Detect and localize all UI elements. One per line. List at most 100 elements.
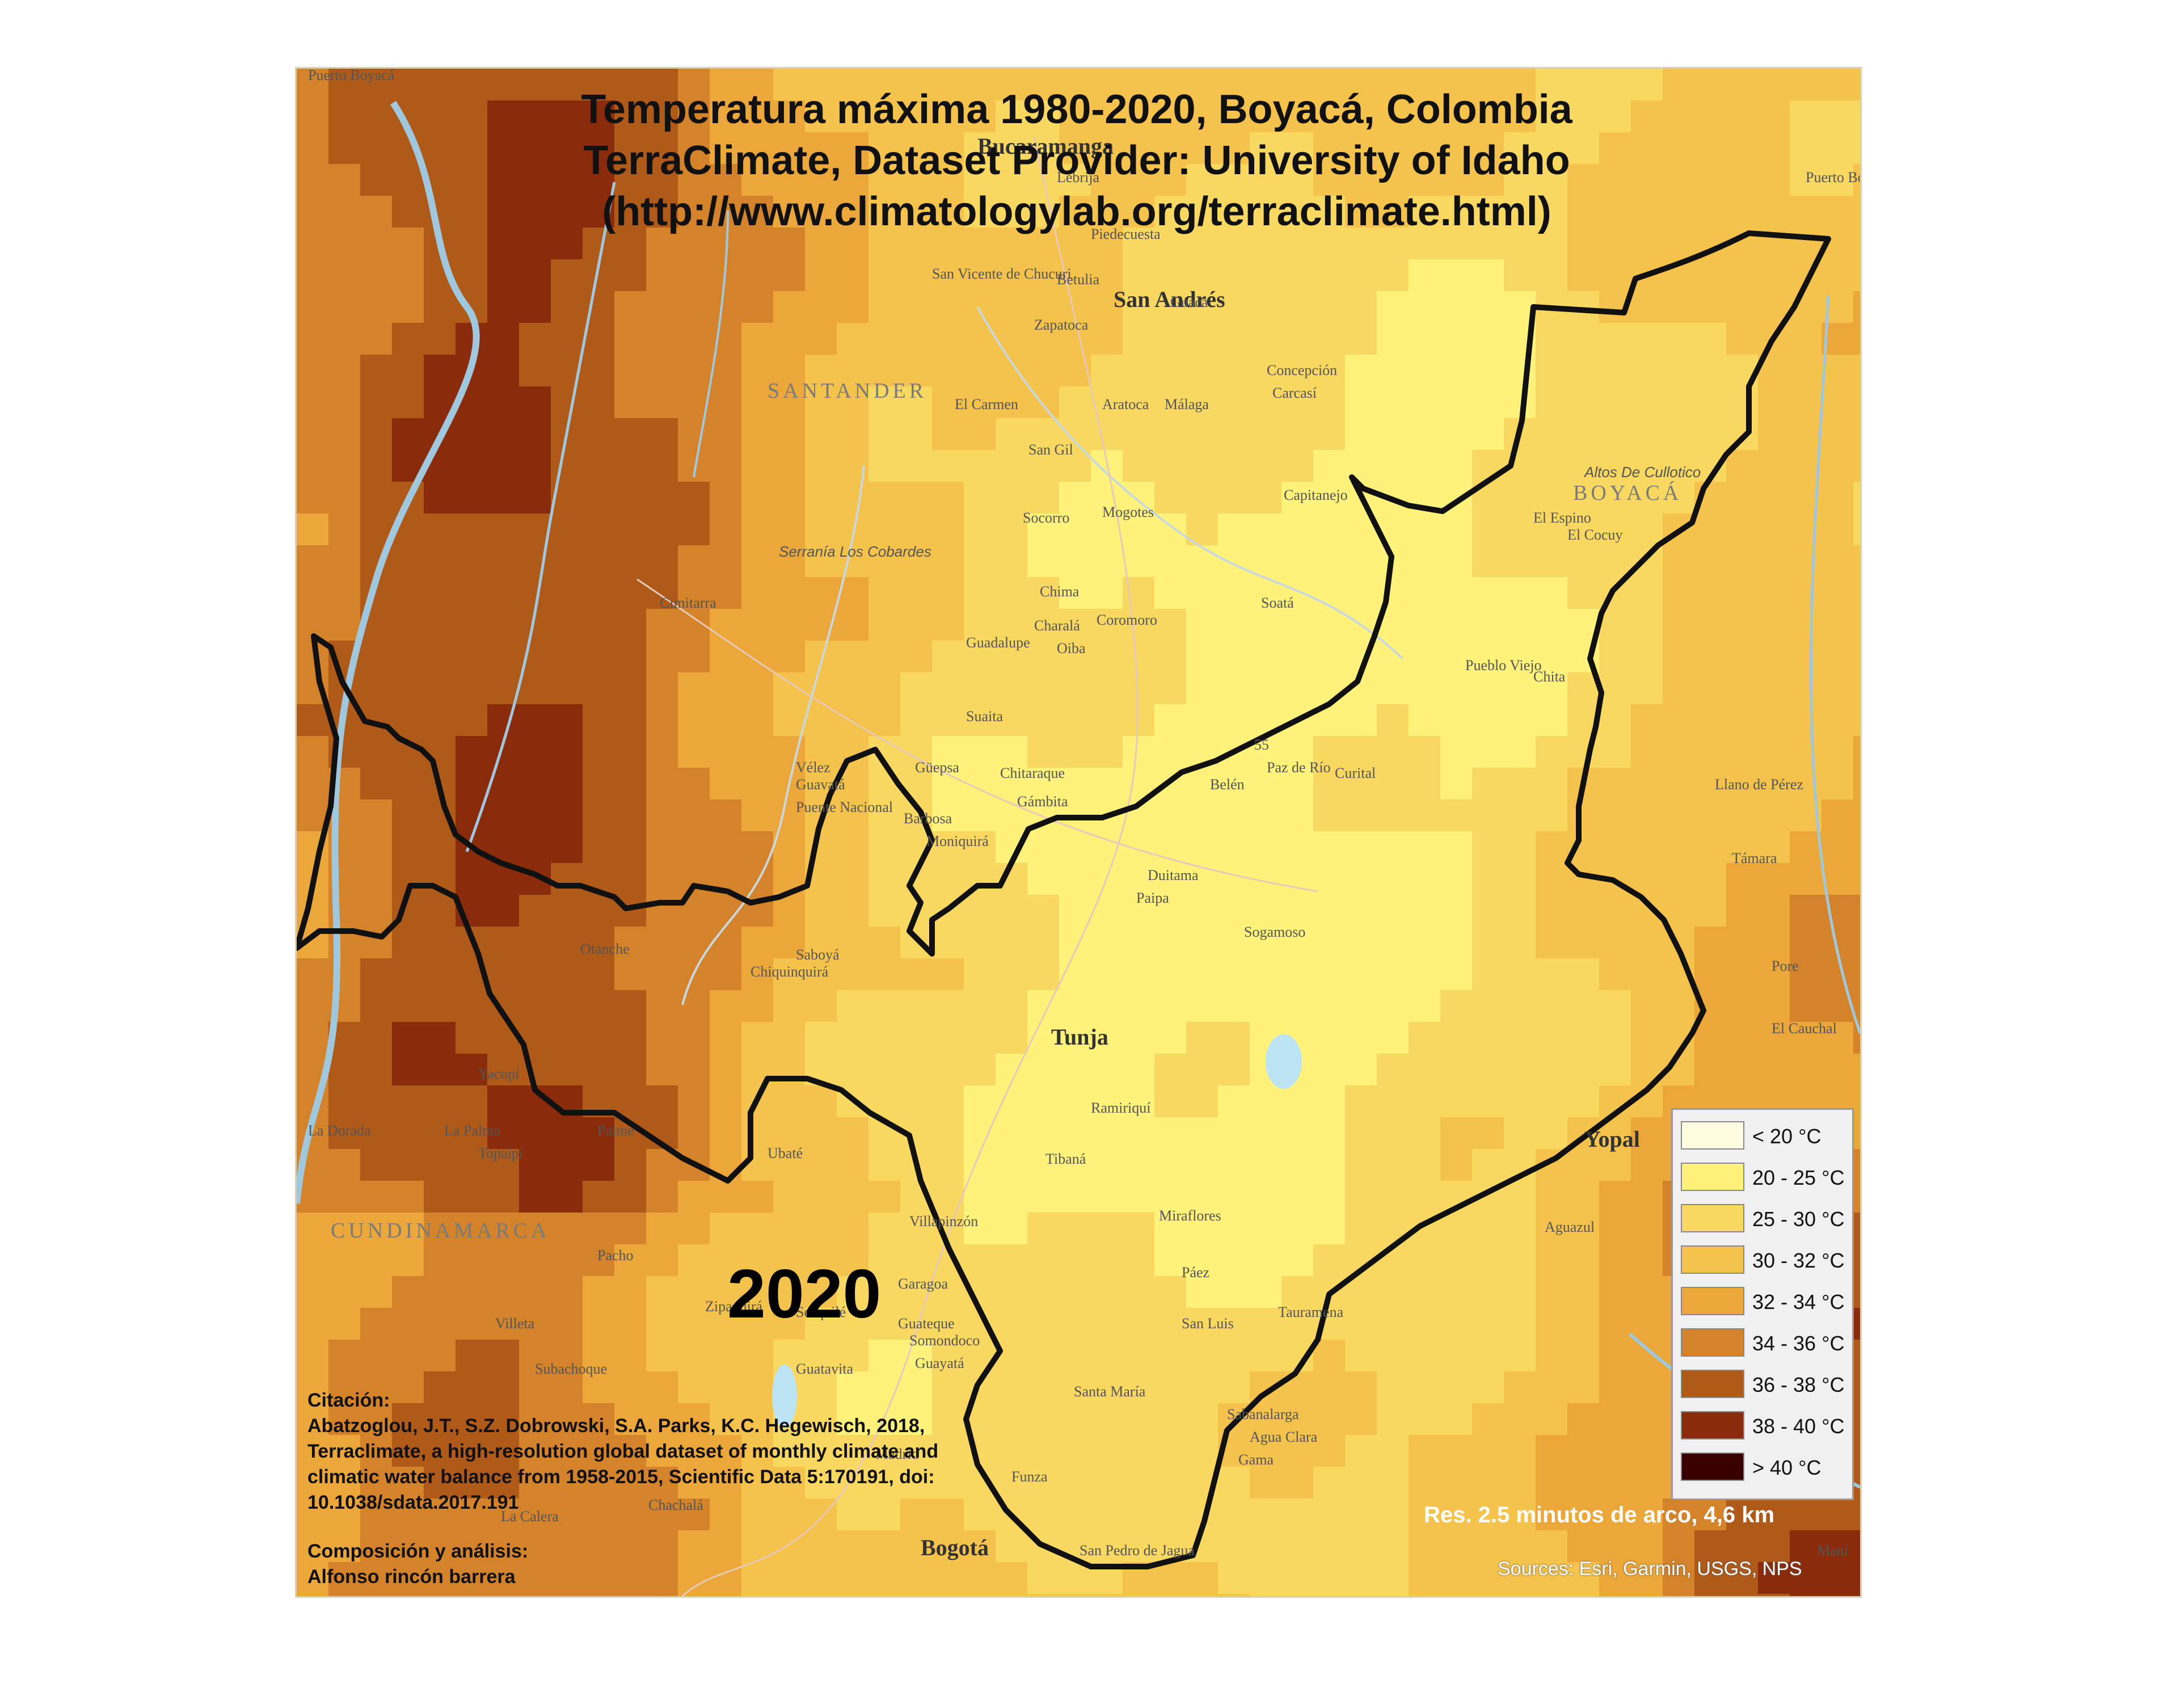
- raster-cell: [1154, 1149, 1187, 1181]
- raster-cell: [1567, 1371, 1600, 1404]
- raster-cell: [519, 1244, 551, 1277]
- raster-cell: [868, 863, 901, 895]
- raster-cell: [1313, 418, 1346, 451]
- raster-cell: [1599, 736, 1631, 768]
- raster-cell: [297, 1022, 329, 1054]
- raster-cell: [1853, 958, 1860, 991]
- raster-cell: [583, 1276, 615, 1308]
- raster-cell: [614, 132, 647, 165]
- raster-cell: [1250, 1562, 1282, 1594]
- place-label: Maní: [1817, 1542, 1848, 1559]
- raster-cell: [1186, 1022, 1219, 1054]
- raster-cell: [519, 1213, 551, 1245]
- raster-cell: [1091, 291, 1123, 323]
- raster-cell: [964, 831, 996, 864]
- raster-cell: [1027, 291, 1060, 323]
- raster-cell: [900, 1085, 933, 1118]
- raster-cell: [614, 1594, 647, 1596]
- raster-cell: [1758, 1498, 1790, 1531]
- raster-cell: [741, 736, 774, 768]
- raster-cell: [487, 1403, 520, 1436]
- raster-cell: [583, 1054, 615, 1086]
- raster-cell: [1440, 386, 1473, 419]
- raster-cell: [900, 1530, 933, 1563]
- raster-cell: [360, 1594, 393, 1596]
- carare-river: [465, 182, 616, 852]
- raster-cell: [1154, 831, 1187, 864]
- raster-cell: [900, 1308, 933, 1340]
- raster-cell: [392, 1181, 424, 1213]
- raster-cell: [1536, 228, 1568, 260]
- raster-cell: [1631, 1371, 1663, 1404]
- raster-cell: [487, 609, 520, 641]
- place-label: Lebrija: [1057, 169, 1100, 186]
- raster-cell: [932, 1594, 964, 1596]
- raster-cell: [964, 69, 996, 101]
- raster-cell: [932, 672, 964, 705]
- raster-cell: [1059, 1213, 1091, 1245]
- raster-cell: [1440, 927, 1473, 959]
- raster-cell: [1281, 1403, 1314, 1436]
- raster-cell: [773, 1181, 806, 1213]
- raster-cell: [1599, 1244, 1631, 1277]
- legend-item: > 40 °C: [1681, 1450, 1845, 1483]
- raster-cell: [1377, 1181, 1409, 1213]
- raster-cell: [487, 196, 520, 228]
- raster-cell: [741, 1562, 774, 1594]
- raster-cell: [551, 768, 583, 800]
- raster-cell: [1281, 799, 1314, 832]
- raster-cell: [328, 545, 361, 578]
- raster-cell: [1313, 291, 1346, 323]
- raster-cell: [1536, 1403, 1568, 1436]
- raster-cell: [583, 228, 615, 260]
- raster-cell: [932, 482, 964, 514]
- raster-cell: [1091, 641, 1123, 673]
- raster-cell: [1536, 450, 1568, 482]
- raster-cell: [1472, 1308, 1504, 1340]
- raster-cell: [932, 259, 964, 292]
- raster-cell: [1726, 958, 1759, 991]
- raster-cell: [1186, 1371, 1219, 1404]
- raster-cell: [1472, 100, 1504, 133]
- raster-cell: [1599, 228, 1631, 260]
- raster-cell: [1345, 1022, 1377, 1054]
- raster-cell: [1027, 958, 1060, 991]
- raster-cell: [1091, 1276, 1123, 1308]
- raster-cell: [1822, 1498, 1854, 1531]
- raster-cell: [519, 1276, 551, 1308]
- raster-cell: [741, 1340, 774, 1372]
- raster-cell: [1345, 1594, 1377, 1596]
- raster-cell: [996, 386, 1028, 419]
- raster-cell: [1313, 545, 1346, 578]
- raster-cell: [1377, 672, 1409, 705]
- raster-cell: [741, 1467, 774, 1499]
- raster-cell: [1091, 704, 1123, 736]
- raster-cell: [1853, 1181, 1860, 1213]
- raster-cell: [1758, 799, 1790, 832]
- raster-cell: [519, 1340, 551, 1372]
- raster-cell: [1250, 1530, 1282, 1563]
- raster-cell: [646, 1340, 678, 1372]
- raster-cell: [1790, 100, 1822, 133]
- raster-cell: [741, 609, 774, 641]
- raster-cell: [1663, 704, 1695, 736]
- raster-cell: [1123, 355, 1155, 387]
- raster-cell: [1313, 927, 1346, 959]
- raster-cell: [773, 291, 806, 323]
- map-frame[interactable]: Bucaramanga Lebrija Piedecuesta San Vicente…: [295, 67, 1862, 1598]
- raster-cell: [805, 418, 837, 451]
- raster-cell: [710, 386, 742, 419]
- raster-cell: [1377, 895, 1409, 927]
- raster-cell: [900, 927, 933, 959]
- raster-cell: [1027, 1498, 1060, 1531]
- raster-cell: [1694, 1562, 1727, 1594]
- raster-cell: [1790, 1498, 1822, 1531]
- raster-cell: [837, 672, 869, 705]
- raster-cell: [1853, 1276, 1860, 1308]
- raster-cell: [1631, 768, 1663, 800]
- raster-cell: [773, 577, 806, 609]
- raster-cell: [519, 1467, 551, 1499]
- raster-cell: [519, 927, 551, 959]
- raster-cell: [1281, 196, 1314, 228]
